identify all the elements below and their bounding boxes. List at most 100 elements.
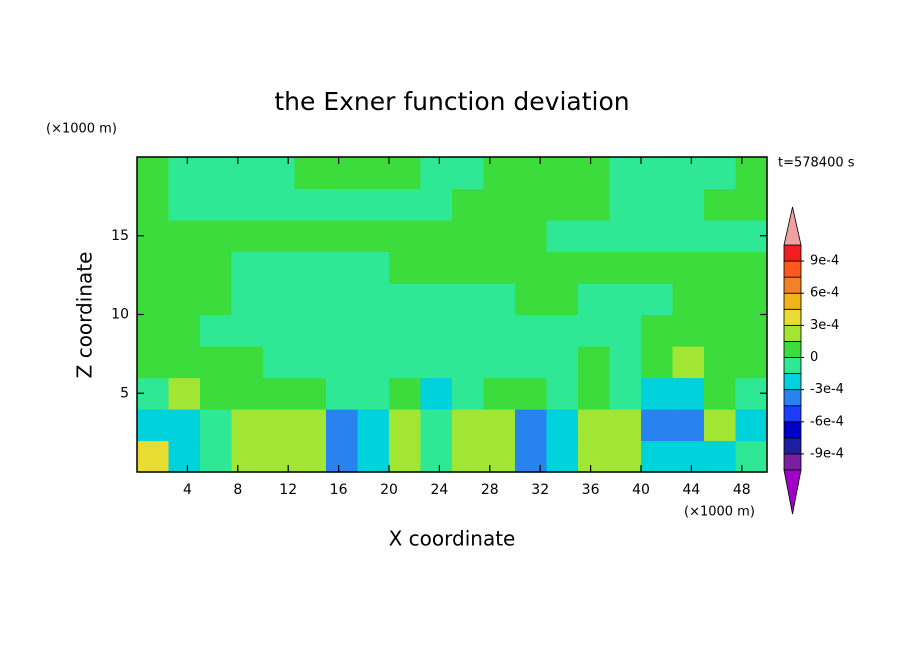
field — [137, 157, 768, 473]
field-cell — [515, 220, 548, 253]
field-cell — [546, 251, 579, 284]
field-cell — [578, 283, 611, 316]
field-cell — [137, 346, 170, 379]
field-cell — [452, 283, 485, 316]
field-cell — [578, 251, 611, 284]
field-cell — [609, 409, 642, 442]
field-cell — [263, 440, 296, 473]
colorbar-under — [783, 469, 802, 515]
field-cell — [263, 409, 296, 442]
field-cell — [357, 314, 390, 347]
x-tick-label: 48 — [733, 482, 751, 498]
field-cell — [735, 188, 768, 221]
field-cell — [420, 314, 453, 347]
field-cell — [137, 157, 170, 190]
field-cell — [578, 314, 611, 347]
field-cell — [231, 220, 264, 253]
field-cell — [137, 314, 170, 347]
colorbar-tick-label: -6e-4 — [810, 414, 844, 429]
field-cell — [326, 283, 359, 316]
colorbar-tick-label: -9e-4 — [810, 446, 844, 461]
field-cell — [641, 377, 674, 410]
field-cell — [420, 283, 453, 316]
colorbar-tick-label: 0 — [810, 350, 818, 365]
field-cell — [231, 440, 264, 473]
field-cell — [263, 251, 296, 284]
colorbar-box — [783, 292, 802, 310]
field-cell — [641, 314, 674, 347]
field-cell — [704, 346, 737, 379]
field-cell — [420, 440, 453, 473]
field-cell — [137, 409, 170, 442]
field-cell — [546, 283, 579, 316]
field-cell — [231, 314, 264, 347]
field-cell — [357, 440, 390, 473]
field-cell — [200, 220, 233, 253]
field-cell — [672, 314, 705, 347]
field-cell — [483, 314, 516, 347]
field-cell — [357, 283, 390, 316]
field-cell — [483, 188, 516, 221]
field-cell — [735, 346, 768, 379]
field-cell — [168, 440, 201, 473]
field-cell — [420, 346, 453, 379]
colorbar-box — [783, 405, 802, 423]
field-cell — [672, 346, 705, 379]
colorbar-over — [783, 206, 802, 246]
field-cell — [294, 440, 327, 473]
field-cell — [168, 157, 201, 190]
field-cell — [263, 314, 296, 347]
field-cell — [704, 314, 737, 347]
field-cell — [231, 283, 264, 316]
field-cell — [546, 377, 579, 410]
field-cell — [609, 220, 642, 253]
field-cell — [735, 251, 768, 284]
field-cell — [452, 188, 485, 221]
colorbar-box — [783, 437, 802, 455]
colorbar-tick-label: -3e-4 — [810, 382, 844, 397]
field-cell — [452, 220, 485, 253]
x-axis-title: X coordinate — [389, 527, 516, 551]
field-cell — [515, 440, 548, 473]
field-cell — [641, 283, 674, 316]
field-cell — [609, 251, 642, 284]
field-cell — [515, 251, 548, 284]
chart-title: the Exner function deviation — [274, 87, 629, 116]
field-cell — [483, 409, 516, 442]
field-cell — [231, 251, 264, 284]
field-cell — [200, 283, 233, 316]
x-tick-label: 36 — [582, 482, 600, 498]
field-cell — [515, 283, 548, 316]
field-cell — [483, 440, 516, 473]
field-cell — [704, 440, 737, 473]
field-cell — [389, 157, 422, 190]
field-cell — [389, 251, 422, 284]
field-cell — [389, 283, 422, 316]
field-cell — [168, 409, 201, 442]
field-cell — [672, 409, 705, 442]
field-cell — [357, 346, 390, 379]
field-cell — [389, 314, 422, 347]
field-cell — [168, 220, 201, 253]
field-cell — [231, 346, 264, 379]
field-cell — [483, 346, 516, 379]
field-cell — [546, 440, 579, 473]
colorbar-box — [783, 453, 802, 471]
field-cell — [263, 377, 296, 410]
field-cell — [357, 251, 390, 284]
field-cell — [735, 157, 768, 190]
field-cell — [672, 251, 705, 284]
field-cell — [420, 157, 453, 190]
field-cell — [704, 283, 737, 316]
colorbar-tick-label: 3e-4 — [810, 318, 839, 333]
field-cell — [357, 377, 390, 410]
field-cell — [200, 346, 233, 379]
field-cell — [546, 314, 579, 347]
field-cell — [168, 314, 201, 347]
field-cell — [231, 188, 264, 221]
field-cell — [357, 220, 390, 253]
field-cell — [578, 346, 611, 379]
field-cell — [389, 409, 422, 442]
field-cell — [326, 314, 359, 347]
